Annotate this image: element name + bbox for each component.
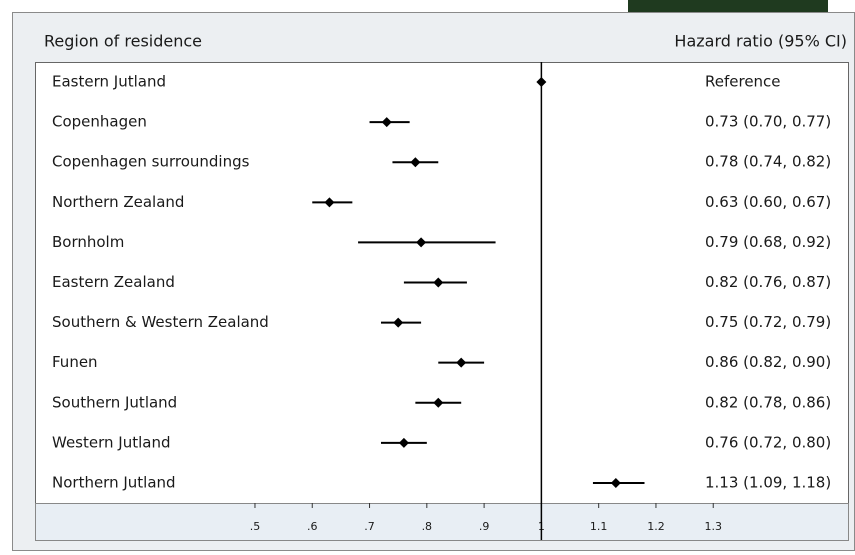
value-label: 0.82 (0.78, 0.86) [705,393,831,411]
category-label: Northern Jutland [52,473,176,491]
x-tick-label: 1.2 [647,520,665,533]
category-label: Northern Zealand [52,193,184,211]
x-tick-label: .7 [364,520,375,533]
value-label: 0.78 (0.74, 0.82) [705,153,831,171]
axis-band [36,504,849,541]
value-label: 0.82 (0.76, 0.87) [705,273,831,291]
value-header: Hazard ratio (95% CI) [674,32,847,51]
x-tick-label: .6 [307,520,318,533]
value-label: 0.86 (0.82, 0.90) [705,353,831,371]
category-label: Copenhagen surroundings [52,153,250,171]
category-label: Southern & Western Zealand [52,313,269,331]
x-tick-label: .9 [479,520,490,533]
category-label: Western Jutland [52,433,170,451]
category-label: Southern Jutland [52,393,177,411]
value-label: 0.73 (0.70, 0.77) [705,113,831,131]
value-label: Reference [705,73,781,91]
category-header: Region of residence [44,32,202,51]
value-label: 0.63 (0.60, 0.67) [705,193,831,211]
category-label: Copenhagen [52,113,147,131]
x-tick-label: 1.1 [590,520,608,533]
category-label: Funen [52,353,98,371]
x-tick-label: .5 [250,520,261,533]
category-label: Eastern Jutland [52,73,166,91]
value-label: 1.13 (1.09, 1.18) [705,473,831,491]
value-label: 0.79 (0.68, 0.92) [705,233,831,251]
corner-artifact [628,0,828,12]
x-tick-label: .8 [422,520,433,533]
chart: Region of residence Hazard ratio (95% CI… [0,0,855,551]
category-label: Eastern Zealand [52,273,175,291]
x-tick-label: 1.3 [704,520,722,533]
category-label: Bornholm [52,233,124,251]
value-label: 0.75 (0.72, 0.79) [705,313,831,331]
value-label: 0.76 (0.72, 0.80) [705,433,831,451]
